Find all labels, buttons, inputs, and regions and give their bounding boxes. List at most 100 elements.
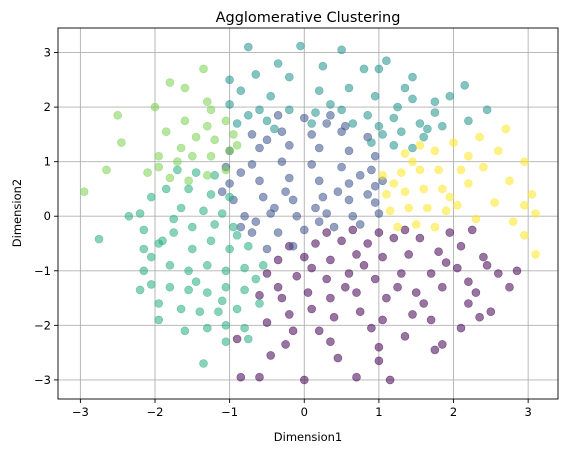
cluster-0-point (382, 293, 391, 303)
cluster-2-point (464, 116, 473, 126)
cluster-0-point (374, 342, 384, 352)
cluster-1-point (329, 222, 339, 232)
cluster-2-point (378, 130, 387, 139)
cluster-2-point (284, 72, 294, 82)
cluster-0-point (370, 274, 380, 284)
cluster-2-point (400, 83, 410, 93)
cluster-1-point (307, 130, 317, 139)
cluster-2-point (244, 111, 253, 120)
cluster-5-point (441, 206, 451, 216)
cluster-3-point (147, 280, 156, 289)
cluster-4-point (206, 105, 216, 115)
cluster-5-point (475, 132, 484, 142)
cluster-4-point (180, 83, 190, 93)
cluster-1-point (251, 217, 261, 226)
cluster-0-point (363, 239, 373, 248)
cluster-3-point (169, 214, 178, 224)
cluster-5-point (452, 201, 462, 210)
cluster-5-point (490, 198, 499, 207)
x-tick-label: −1 (221, 405, 238, 419)
cluster-1-point (284, 141, 294, 150)
cluster-3-point (139, 244, 149, 254)
cluster-2-point (262, 116, 272, 126)
cluster-4-point (150, 102, 160, 112)
cluster-0-point (426, 269, 436, 278)
cluster-4-point (188, 151, 197, 161)
cluster-4-point (102, 165, 111, 175)
cluster-0-point (266, 351, 276, 360)
cluster-0-point (456, 323, 466, 333)
cluster-0-point (408, 310, 417, 319)
cluster-5-point (400, 149, 410, 158)
cluster-3-point (206, 190, 216, 199)
cluster-0-point (277, 293, 287, 303)
cluster-5-point (393, 222, 402, 232)
ticks: −3 −2 −1 0 1 2 3 −3 −2 −1 0 1 2 3 (34, 46, 532, 419)
cluster-2-point (311, 108, 320, 117)
cluster-5-point (404, 203, 414, 213)
cluster-1-point (322, 119, 332, 128)
y-axis-label: Dimension2 (10, 179, 24, 247)
cluster-0-point (262, 318, 272, 327)
cluster-5-point (531, 209, 540, 218)
cluster-5-point (396, 168, 406, 177)
cluster-0-point (464, 299, 473, 308)
cluster-5-point (389, 179, 399, 188)
cluster-0-point (512, 266, 522, 276)
cluster-0-point (337, 236, 346, 246)
cluster-1-point (240, 211, 249, 221)
cluster-0-point (322, 274, 332, 284)
x-tick-label: 3 (524, 405, 531, 419)
cluster-3-point (180, 326, 190, 336)
cluster-2-point (270, 124, 279, 134)
cluster-3-point (184, 184, 193, 194)
cluster-2-point (232, 119, 242, 128)
cluster-3-point (191, 277, 201, 287)
cluster-5-point (400, 187, 410, 196)
cluster-0-point (441, 258, 451, 267)
cluster-0-point (355, 307, 365, 317)
cluster-5-point (493, 146, 503, 156)
cluster-2-point (225, 100, 234, 109)
cluster-1-point (318, 192, 328, 202)
cluster-3-point (255, 299, 264, 308)
cluster-1-point (363, 190, 373, 199)
cluster-0-point (456, 241, 466, 251)
cluster-0-point (288, 326, 298, 336)
cluster-0-point (437, 340, 447, 349)
cluster-5-point (456, 165, 466, 175)
cluster-2-point (374, 121, 384, 131)
cluster-2-point (296, 41, 305, 51)
cluster-2-point (437, 121, 447, 131)
cluster-2-point (337, 45, 346, 55)
cluster-3-point (147, 192, 156, 202)
cluster-1-point (355, 220, 365, 229)
cluster-4-point (199, 64, 208, 74)
cluster-0-point (333, 353, 343, 363)
cluster-0-point (232, 334, 242, 344)
cluster-2-point (389, 141, 399, 150)
cluster-5-point (471, 214, 481, 224)
cluster-1-point (281, 187, 290, 196)
cluster-0-point (255, 290, 264, 300)
cluster-3-point (161, 184, 171, 194)
cluster-0-point (292, 271, 302, 281)
cluster-0-point (464, 277, 473, 287)
cluster-5-point (378, 171, 387, 180)
cluster-4-point (221, 116, 231, 126)
cluster-2-point (307, 119, 317, 128)
cluster-5-point (505, 176, 514, 186)
cluster-2-point (318, 61, 328, 71)
cluster-1-point (307, 160, 317, 169)
cluster-5-point (501, 124, 511, 134)
cluster-0-point (475, 312, 484, 322)
cluster-0-point (434, 247, 443, 256)
cluster-1-point (370, 181, 380, 191)
cluster-0-point (344, 269, 354, 278)
cluster-2-point (408, 143, 417, 153)
cluster-4-point (161, 127, 171, 136)
cluster-5-point (430, 222, 440, 232)
cluster-5-point (464, 179, 473, 188)
cluster-5-point (531, 250, 540, 259)
cluster-3-point (240, 323, 249, 333)
